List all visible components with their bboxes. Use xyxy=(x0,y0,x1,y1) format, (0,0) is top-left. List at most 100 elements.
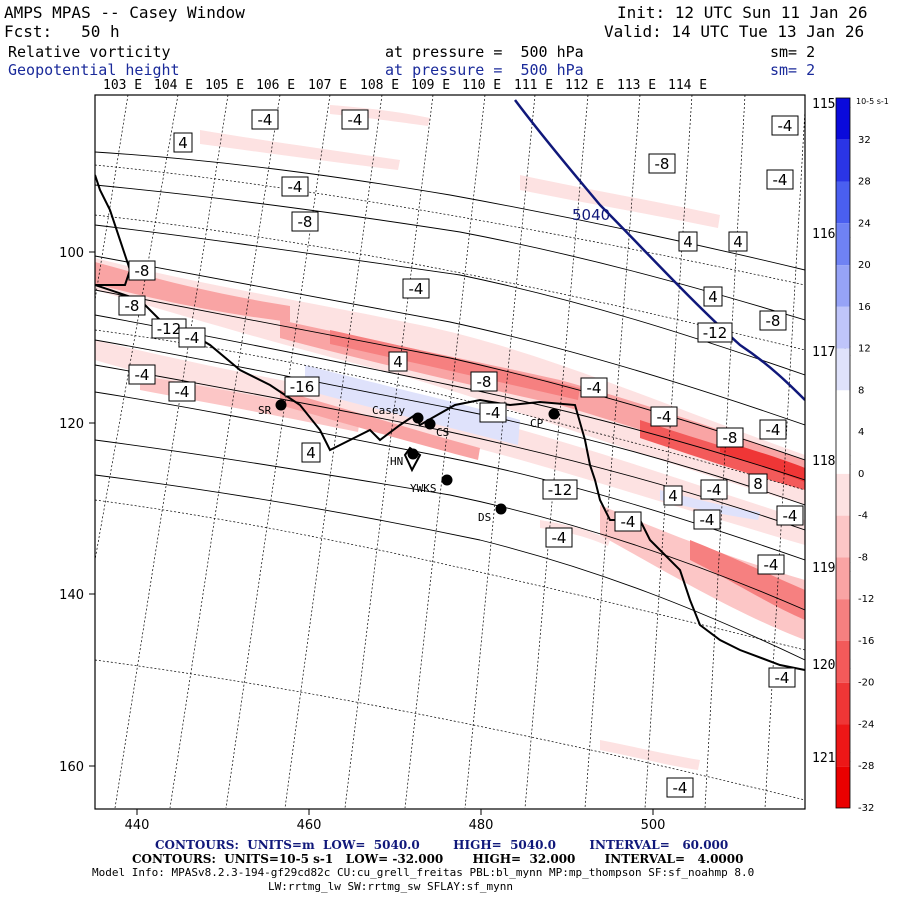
colorbar-label: 20 xyxy=(858,260,871,271)
vorticity-label: 4 xyxy=(393,353,403,371)
vorticity-label: -4 xyxy=(766,421,781,439)
station-label: DS xyxy=(478,511,491,524)
x-tick-label: 480 xyxy=(469,818,494,833)
colorbar-swatch xyxy=(836,223,850,266)
top-lon-label: 114 E xyxy=(668,78,707,93)
vorticity-label-box xyxy=(284,376,320,397)
colorbar-label: 24 xyxy=(858,218,871,229)
colorbar-swatch xyxy=(836,515,850,558)
station-marker xyxy=(407,448,419,460)
vorticity-label: -4 xyxy=(258,111,273,129)
vorticity-label-box xyxy=(402,278,430,299)
field2-name: Geopotential height xyxy=(8,61,180,79)
station-marker xyxy=(548,408,560,420)
station-marker xyxy=(441,474,453,486)
vorticity-label: 4 xyxy=(708,288,718,306)
colorbar-swatch xyxy=(836,557,850,600)
station-marker xyxy=(495,503,507,515)
y-tick-label: 160 xyxy=(59,760,84,775)
vorticity-label: -4 xyxy=(657,408,672,426)
valid-time: Valid: 14 UTC Tue 13 Jan 26 xyxy=(604,22,865,41)
top-lon-label: 111 E xyxy=(514,78,553,93)
vorticity-label-box xyxy=(542,479,578,500)
vorticity-label: -4 xyxy=(288,178,303,196)
colorbar-swatch xyxy=(836,306,850,349)
vorticity-label-box xyxy=(251,109,279,130)
vorticity-label-box xyxy=(388,351,408,372)
top-lon-label: 105 E xyxy=(205,78,244,93)
top-lon-label: 106 E xyxy=(256,78,295,93)
colorbar-swatch xyxy=(836,473,850,516)
vorticity-label-box xyxy=(291,211,319,232)
field1-level: at pressure = 500 hPa xyxy=(385,43,584,61)
vorticity-label-box xyxy=(759,310,787,331)
colorbar-label: -24 xyxy=(858,719,874,730)
x-tick-label: 460 xyxy=(297,818,322,833)
vorticity-label-box xyxy=(470,371,498,392)
colorbar: 32 28 24 20 16 12 8 4 0 -4 -8 -12 -16 -20 -24 -28 -32 10-… xyxy=(835,97,889,814)
vorticity-shading xyxy=(95,105,805,770)
vorticity-label: -12 xyxy=(548,481,573,499)
field1-smooth: sm= 2 xyxy=(770,43,816,61)
vorticity-label-box xyxy=(301,442,321,463)
vorticity-label: -4 xyxy=(486,404,501,422)
colorbar-swatch xyxy=(836,98,850,140)
vorticity-label-box xyxy=(766,169,794,190)
vorticity-label-box xyxy=(650,406,678,427)
station-label: CP xyxy=(530,417,544,430)
vorticity-label-box xyxy=(703,286,723,307)
top-lon-label: 108 E xyxy=(360,78,399,93)
coastline xyxy=(95,174,805,671)
colorbar-swatch xyxy=(836,390,850,433)
colorbar-swatch xyxy=(836,348,850,391)
forecast-hour: Fcst: 50 h xyxy=(4,22,120,41)
vorticity-label: -4 xyxy=(348,111,363,129)
station-label: CS xyxy=(436,426,449,439)
vorticity-label: 4 xyxy=(733,233,743,251)
vorticity-label: -4 xyxy=(783,507,798,525)
vorticity-label: -4 xyxy=(764,556,779,574)
y-tick-label: 140 xyxy=(59,588,84,603)
station-label: YWKS xyxy=(410,482,437,495)
x-tick-label: 500 xyxy=(641,818,666,833)
x-tick-label: 440 xyxy=(125,818,150,833)
footer-physics-info: LW:rrtmg_lw SW:rrtmg_sw SFLAY:sf_mynn xyxy=(268,880,514,893)
top-lon-label: 107 E xyxy=(308,78,347,93)
vorticity-label: 8 xyxy=(753,475,763,493)
colorbar-label: 4 xyxy=(858,427,864,438)
vorticity-label-box xyxy=(648,153,676,174)
init-time: Init: 12 UTC Sun 11 Jan 26 xyxy=(617,3,868,22)
vorticity-label-box xyxy=(614,511,642,532)
vorticity-label: -4 xyxy=(621,513,636,531)
vorticity-label-box xyxy=(757,554,785,575)
colorbar-label: -28 xyxy=(858,761,874,772)
map-title: AMPS MPAS -- Casey Window xyxy=(4,3,245,22)
field2-level: at pressure = 500 hPa xyxy=(385,61,584,79)
vorticity-label: -4 xyxy=(135,366,150,384)
vorticity-label: -4 xyxy=(700,511,715,529)
vorticity-label-box xyxy=(341,109,369,130)
colorbar-label: -16 xyxy=(858,636,874,647)
colorbar-unit: 10-5 s-1 xyxy=(856,97,889,106)
top-lon-label: 110 E xyxy=(462,78,501,93)
colorbar-label: -12 xyxy=(858,594,874,605)
station-label: Casey xyxy=(372,404,405,417)
plot-frame xyxy=(94,94,806,810)
vorticity-label: 4 xyxy=(178,134,188,152)
vorticity-label: -4 xyxy=(587,379,602,397)
top-lon-label: 104 E xyxy=(154,78,193,93)
vorticity-label-box xyxy=(479,402,507,423)
vorticity-label-box xyxy=(178,327,206,348)
vorticity-label-box xyxy=(663,485,683,506)
colorbar-swatch xyxy=(836,265,850,307)
geopotential-height-contour xyxy=(514,99,805,401)
vorticity-label-box xyxy=(693,509,721,530)
colorbar-swatch xyxy=(836,766,850,808)
vorticity-label-box xyxy=(728,231,748,252)
vorticity-label: -4 xyxy=(185,329,200,347)
vorticity-label-box xyxy=(580,377,608,398)
vorticity-label-box xyxy=(768,667,796,688)
top-lon-label: 109 E xyxy=(411,78,450,93)
